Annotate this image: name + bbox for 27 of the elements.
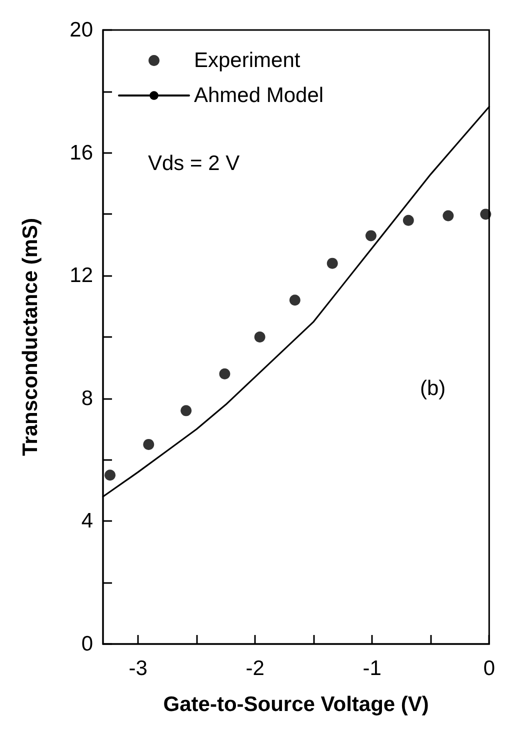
x-tick-label: -1 (362, 657, 382, 680)
point (180, 405, 192, 416)
point (219, 368, 230, 380)
y-tick-label: 8 (81, 386, 93, 410)
legend-label: Ahmed Model (194, 84, 324, 107)
point (480, 208, 492, 220)
point (143, 438, 154, 450)
point (104, 470, 116, 481)
y-tick-label: 0 (81, 632, 93, 656)
x-tick-label: 0 (483, 657, 496, 680)
y-tick-label: 4 (81, 510, 94, 533)
point (289, 294, 300, 306)
y-tick-label: 20 (70, 18, 93, 42)
point (326, 258, 338, 269)
x-tick-label: -3 (128, 657, 148, 680)
legend-label: Experiment (194, 49, 300, 72)
point (402, 214, 414, 226)
annotation: Vds = 2 V (148, 152, 240, 175)
x-axis-title: Gate-to-Source Voltage (V) (163, 693, 429, 716)
x-tick-label: -2 (246, 657, 264, 680)
y-axis-title: Transconductance (mS) (19, 218, 42, 456)
point (254, 332, 266, 342)
y-tick-label: 12 (70, 264, 93, 288)
y-tick-label: 16 (70, 141, 93, 164)
point (365, 230, 376, 242)
annotation: (b) (420, 377, 446, 400)
point (442, 210, 454, 222)
